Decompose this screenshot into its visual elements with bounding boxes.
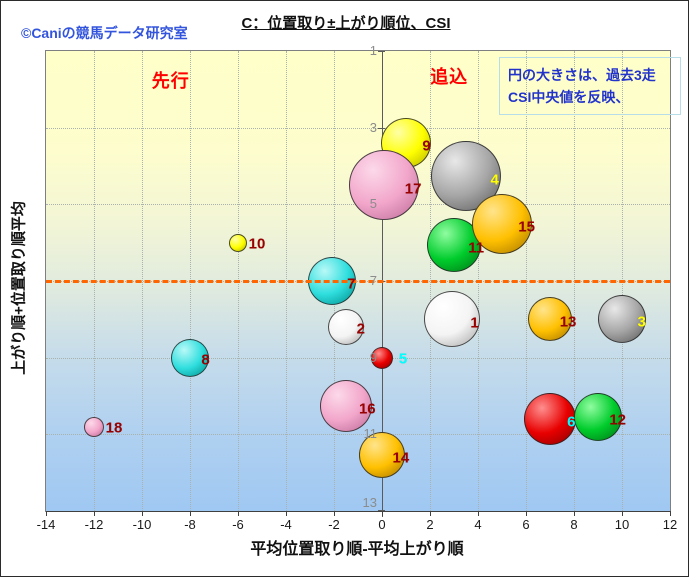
x-axis-tick [286, 511, 287, 516]
gridline-horizontal [46, 357, 670, 359]
bubble-13 [528, 297, 572, 342]
x-axis-title: 平均位置取り順-平均上がり順 [250, 541, 464, 558]
bubble-10 [229, 233, 247, 252]
x-axis-tick [430, 511, 431, 516]
x-tick-label: -4 [280, 517, 292, 532]
x-axis-tick [622, 511, 623, 516]
x-axis-tick [46, 511, 47, 516]
y-axis-line [382, 51, 383, 517]
region-label-closer: 追込 [430, 66, 469, 87]
bubble-label-16: 16 [358, 400, 376, 418]
x-axis-tick [526, 511, 527, 516]
y-tick-label: 11 [363, 426, 378, 442]
x-axis-tick [574, 511, 575, 516]
x-axis-tick [382, 511, 383, 516]
x-tick-label: 8 [570, 517, 578, 532]
bubble-3 [598, 295, 646, 344]
bubble-label-15: 15 [518, 218, 535, 236]
x-tick-label: -14 [36, 517, 56, 532]
gridline-horizontal [46, 434, 670, 436]
bubble-label-1: 1 [470, 314, 479, 332]
bubble-label-12: 12 [609, 411, 627, 429]
reference-dashed-line [46, 280, 670, 283]
bubble-label-9: 9 [422, 137, 431, 155]
bubble-label-10: 10 [248, 235, 266, 253]
bubble-17 [349, 150, 420, 221]
y-tick-label: 9 [369, 349, 377, 365]
x-tick-label: -8 [184, 517, 196, 532]
x-axis-line [46, 511, 670, 512]
bubble-12 [574, 393, 622, 442]
bubble-6 [524, 393, 576, 445]
x-axis-tick [334, 511, 335, 516]
bubble-label-7: 7 [347, 275, 356, 293]
bubble-1 [423, 291, 480, 348]
x-tick-label: 6 [522, 517, 530, 532]
y-tick-label: 1 [369, 43, 377, 58]
bubble-label-3: 3 [637, 313, 646, 331]
bubble-label-13: 13 [559, 313, 577, 331]
y-axis-tick [378, 51, 385, 52]
bubble-label-11: 11 [468, 239, 485, 257]
copyright-text: ©Caniの競馬データ研究室 [21, 25, 188, 41]
bubble-label-18: 18 [105, 419, 123, 437]
bubble-5 [371, 346, 393, 369]
x-axis-tick [238, 511, 239, 516]
bubble-label-8: 8 [201, 351, 210, 369]
x-tick-label: -10 [132, 517, 152, 532]
x-tick-label: 0 [378, 517, 386, 532]
x-tick-label: 4 [474, 517, 482, 532]
x-tick-label: 12 [662, 517, 678, 532]
bubble-14 [359, 432, 405, 479]
x-axis-tick [142, 511, 143, 516]
y-tick-label: 7 [369, 273, 377, 288]
bubble-label-17: 17 [404, 180, 422, 198]
bubble-size-note: 円の大きさは、過去3走 CSI中央値を反映、 [499, 57, 681, 115]
gridline-horizontal [46, 127, 670, 129]
bubble-label-6: 6 [567, 413, 576, 431]
note-line-1: 円の大きさは、過去3走 [508, 67, 656, 83]
x-tick-label: 10 [614, 517, 630, 532]
x-axis-tick [670, 511, 671, 516]
x-axis-tick [478, 511, 479, 516]
bubble-16 [320, 379, 372, 432]
bubble-2 [328, 309, 364, 345]
y-tick-label: 3 [369, 119, 377, 135]
bubble-label-14: 14 [392, 449, 410, 467]
bubble-label-2: 2 [356, 320, 365, 338]
note-line-2: CSI中央値を反映、 [508, 88, 630, 105]
x-axis-tick [94, 511, 95, 516]
bubble-18 [84, 416, 104, 437]
chart-title: C：位置取り±上がり順位、CSI [241, 15, 451, 32]
region-label-front-runner: 先行 [151, 70, 190, 91]
bubble-label-5: 5 [398, 350, 408, 368]
y-axis-tick [378, 510, 385, 511]
bubble-15 [472, 193, 532, 254]
x-axis-tick [190, 511, 191, 516]
y-axis-tick [378, 127, 385, 129]
x-tick-label: 2 [426, 517, 434, 532]
x-tick-label: -12 [84, 517, 104, 532]
y-tick-label: 5 [369, 196, 377, 212]
bubble-label-4: 4 [490, 171, 499, 189]
plot-area: 円の大きさは、過去3走 CSI中央値を反映、 -14 -12 -10 -8 -6 -4 -2… [37, 43, 681, 532]
x-tick-label: -6 [232, 517, 244, 532]
y-tick-label: 13 [362, 495, 377, 510]
x-tick-label: -2 [328, 517, 340, 532]
y-axis-title: 上がり順+位置取り順平均 [10, 201, 28, 375]
bubble-8 [171, 338, 209, 377]
